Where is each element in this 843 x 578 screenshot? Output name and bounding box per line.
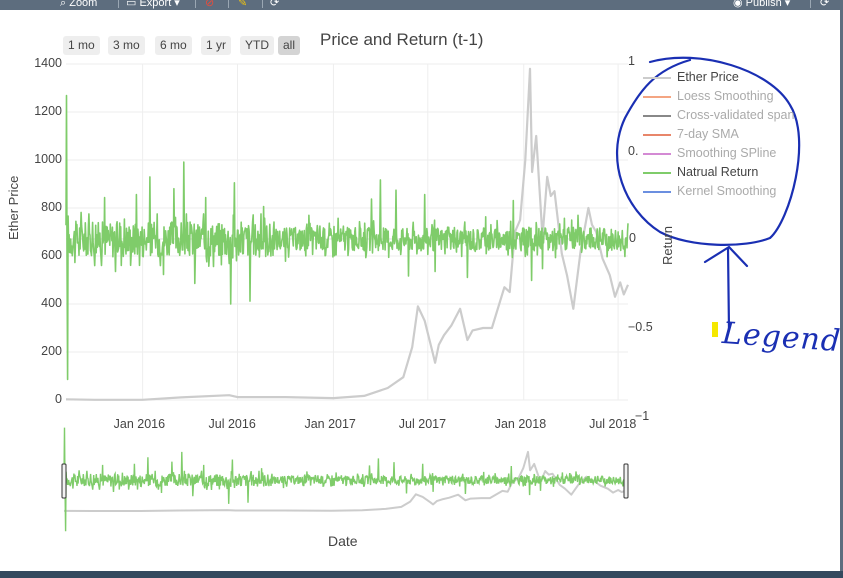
zoom-button[interactable]: ⌕ Zoom <box>60 0 97 9</box>
slider-handle-left[interactable] <box>61 463 67 499</box>
legend-item[interactable]: 7-day SMA <box>640 125 815 144</box>
y-tick-label: 600 <box>41 248 62 262</box>
range-slider <box>61 427 629 532</box>
legend-swatch <box>643 153 671 155</box>
hand-drawn-annotation <box>616 56 801 337</box>
y2-tick-label: 0. <box>628 144 639 158</box>
publish-button[interactable]: ◉ Publish ▾ <box>733 0 790 9</box>
x-tick-label: Jan 2017 <box>304 417 356 431</box>
y2-tick-label: 0 <box>629 231 636 245</box>
range-button-1mo[interactable]: 1 mo <box>63 36 100 55</box>
grid-lines <box>66 63 628 401</box>
legend-swatch <box>643 191 671 193</box>
refresh-icon[interactable]: ⟳ <box>270 0 280 9</box>
chevron-down-icon: ▾ <box>781 0 791 9</box>
legend-item[interactable]: Kernel Smoothing <box>640 182 815 201</box>
legend-swatch <box>643 77 671 79</box>
legend-swatch <box>643 115 671 117</box>
slider-handle-right[interactable] <box>623 463 629 499</box>
legend-item[interactable]: Smoothing SPline <box>640 144 815 163</box>
y2-tick-label: 1 <box>628 54 635 68</box>
legend-circle-scribble <box>616 56 801 246</box>
legend-label: Natrual Return <box>677 165 759 179</box>
main-plot-area <box>65 67 630 401</box>
legend-label: Loess Smoothing <box>677 89 774 103</box>
x-tick-label: Jul 2017 <box>398 417 447 431</box>
x-axis-label: Date <box>328 533 358 549</box>
legend-label: Kernel Smoothing <box>677 184 777 198</box>
legend-label: Smoothing SPline <box>677 146 777 160</box>
y-tick-label: 800 <box>41 200 62 214</box>
zoom-label: Zoom <box>69 0 98 9</box>
range-button-all[interactable]: all <box>278 36 301 55</box>
brush-icon[interactable]: ✎ <box>238 0 248 9</box>
y-tick-label: 200 <box>41 344 62 358</box>
slider-return-line <box>63 427 627 532</box>
x-tick-label: Jan 2016 <box>113 417 166 431</box>
range-button-6mo[interactable]: 6 mo <box>155 36 192 55</box>
export-label: Export <box>139 0 172 9</box>
chevron-down-icon: ▾ <box>171 0 180 9</box>
export-button[interactable]: ▭ Export ▾ <box>126 0 180 9</box>
legend-item[interactable]: Cross-validated span <box>640 106 815 125</box>
arrow-shaft-scribble <box>726 246 731 332</box>
toolbar-divider <box>195 0 196 8</box>
toolbar-divider <box>262 0 263 8</box>
legend-label: Cross-validated span <box>677 108 795 122</box>
ether-price-line <box>65 67 630 401</box>
x-tick-label: Jul 2016 <box>208 417 256 431</box>
chart-title: Price and Return (t-1) <box>320 30 484 49</box>
y2-tick-label: −1 <box>635 409 650 423</box>
legend-item[interactable]: Ether Price <box>640 68 815 87</box>
range-button-1yr[interactable]: 1 yr <box>201 36 232 55</box>
x-tick-label: Jan 2018 <box>494 417 547 431</box>
y-tick-label: 1000 <box>34 152 62 166</box>
legend-swatch <box>643 172 671 174</box>
range-button-ytd[interactable]: YTD <box>240 36 274 55</box>
range-button-3mo[interactable]: 3 mo <box>108 36 145 55</box>
legend-swatch <box>643 96 671 98</box>
y-tick-label: 1400 <box>34 56 62 70</box>
legend-swatch <box>643 134 671 136</box>
publish-label: Publish <box>745 0 782 9</box>
x-tick-label: Jul 2018 <box>589 417 637 431</box>
highlight-mark <box>712 322 718 337</box>
legend-label: 7-day SMA <box>677 127 739 141</box>
legend-item[interactable]: Loess Smoothing <box>640 87 815 106</box>
legend-label: Ether Price <box>677 70 739 84</box>
natural-return-line <box>65 94 629 381</box>
toolbar-divider <box>228 0 229 8</box>
toolbar-divider <box>810 0 811 8</box>
toolbar-divider <box>118 0 119 8</box>
y-tick-label: 0 <box>55 392 62 406</box>
status-bar <box>0 571 843 578</box>
app-toolbar: ⌕ Zoom ▭ Export ▾ ⊘ ✎ ⟳ ◉ Publish ▾ ⟳ <box>0 0 843 10</box>
y-tick-label: 1200 <box>34 104 62 118</box>
arrow-head-scribble <box>703 245 749 268</box>
export-icon: ▭ <box>126 0 140 9</box>
zoom-icon: ⌕ <box>60 0 70 9</box>
y2-tick-label: −0.5 <box>628 320 653 334</box>
legend-item[interactable]: Natrual Return <box>640 163 815 182</box>
legend: Ether Price Loess Smoothing Cross-validate… <box>640 68 815 201</box>
reload-icon[interactable]: ⟳ <box>820 0 830 9</box>
viewer-edge <box>840 10 843 571</box>
y-tick-label: 400 <box>41 296 62 310</box>
publish-icon: ◉ <box>733 0 746 9</box>
clear-plots-icon[interactable]: ⊘ <box>205 0 215 9</box>
